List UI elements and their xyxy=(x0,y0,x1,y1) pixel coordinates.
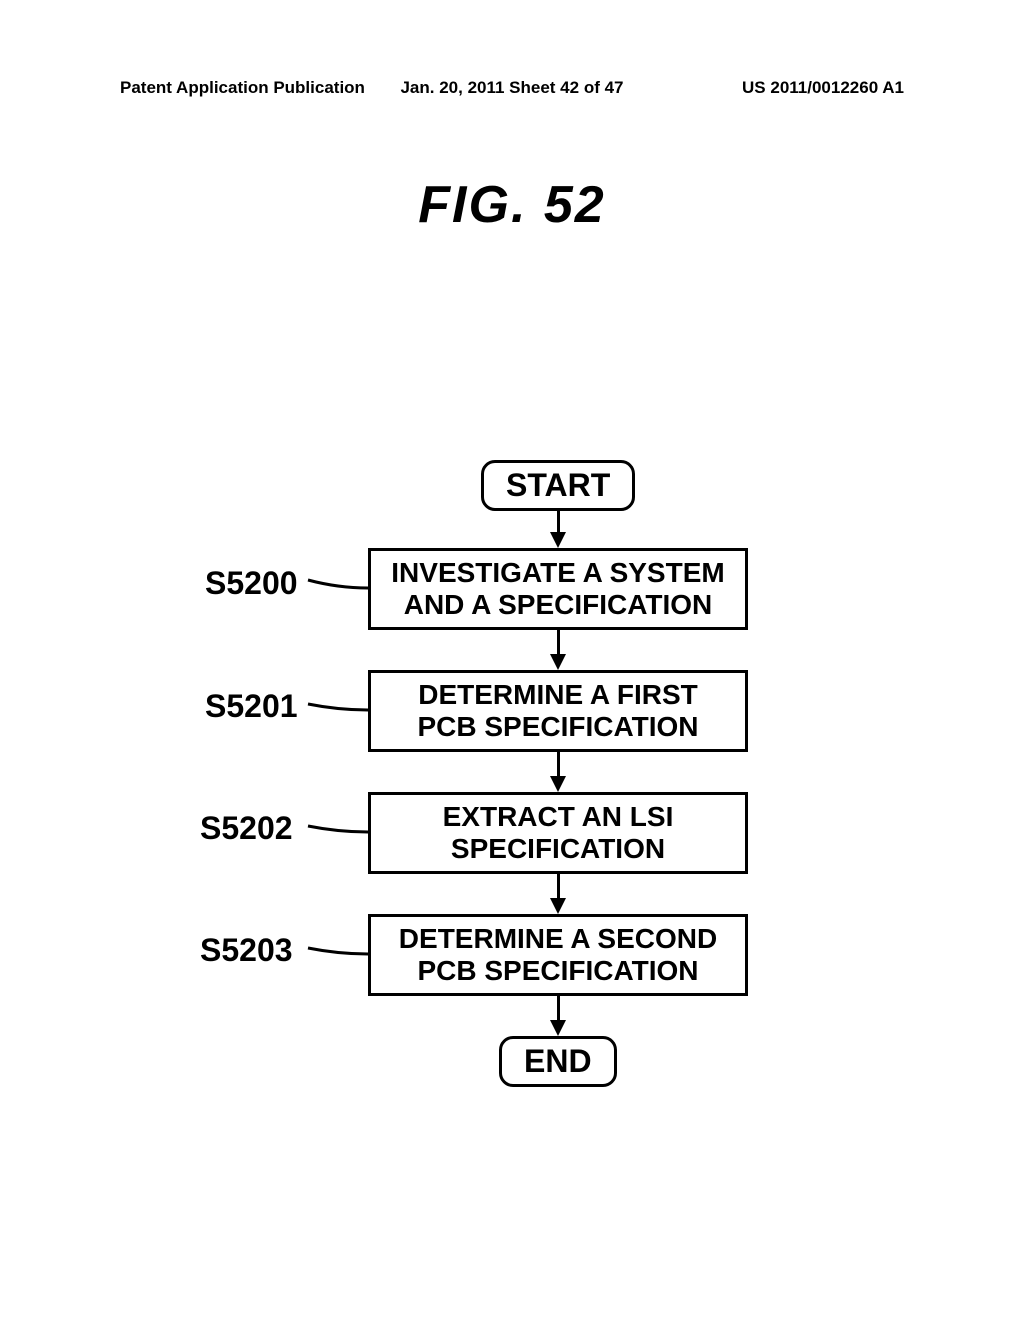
arrowhead-icon xyxy=(550,654,566,670)
start-terminal: START xyxy=(481,460,635,511)
s5203-label: S5203 xyxy=(200,932,293,969)
flow-node-start: START xyxy=(481,460,635,511)
figure-title: FIG. 52 xyxy=(0,175,1024,235)
connector-line xyxy=(557,994,560,1022)
s5201-label: S5201 xyxy=(205,688,298,725)
leader-line-2 xyxy=(304,822,372,836)
arrowhead-icon xyxy=(550,1020,566,1036)
flow-node-s5202: EXTRACT AN LSISPECIFICATION xyxy=(368,792,748,874)
header-pub-number: US 2011/0012260 A1 xyxy=(643,78,904,98)
leader-line-1 xyxy=(304,700,372,714)
flow-node-s5201: DETERMINE A FIRSTPCB SPECIFICATION xyxy=(368,670,748,752)
s5203-line1: DETERMINE A SECOND xyxy=(385,923,731,955)
leader-line-0 xyxy=(304,576,372,592)
page-header: Patent Application Publication Jan. 20, … xyxy=(0,78,1024,98)
s5202-label: S5202 xyxy=(200,810,293,847)
s5201-process-box: DETERMINE A FIRSTPCB SPECIFICATION xyxy=(368,670,748,752)
header-date-sheet: Jan. 20, 2011 Sheet 42 of 47 xyxy=(381,78,642,98)
arrowhead-icon xyxy=(550,898,566,914)
arrowhead-icon xyxy=(550,532,566,548)
end-terminal: END xyxy=(499,1036,617,1087)
s5201-line2: PCB SPECIFICATION xyxy=(385,711,731,743)
s5200-label: S5200 xyxy=(205,565,298,602)
s5202-line2: SPECIFICATION xyxy=(385,833,731,865)
s5203-line2: PCB SPECIFICATION xyxy=(385,955,731,987)
s5202-line1: EXTRACT AN LSI xyxy=(385,801,731,833)
connector-line xyxy=(557,628,560,656)
s5200-line1: INVESTIGATE A SYSTEM xyxy=(385,557,731,589)
connector-line xyxy=(557,872,560,900)
s5202-process-box: EXTRACT AN LSISPECIFICATION xyxy=(368,792,748,874)
s5200-line2: AND A SPECIFICATION xyxy=(385,589,731,621)
arrowhead-icon xyxy=(550,776,566,792)
flow-node-end: END xyxy=(499,1036,617,1087)
s5203-process-box: DETERMINE A SECONDPCB SPECIFICATION xyxy=(368,914,748,996)
flow-node-s5203: DETERMINE A SECONDPCB SPECIFICATION xyxy=(368,914,748,996)
flow-node-s5200: INVESTIGATE A SYSTEMAND A SPECIFICATION xyxy=(368,548,748,630)
connector-line xyxy=(557,750,560,778)
s5200-process-box: INVESTIGATE A SYSTEMAND A SPECIFICATION xyxy=(368,548,748,630)
leader-line-3 xyxy=(304,944,372,958)
s5201-line1: DETERMINE A FIRST xyxy=(385,679,731,711)
header-publication: Patent Application Publication xyxy=(120,78,381,98)
